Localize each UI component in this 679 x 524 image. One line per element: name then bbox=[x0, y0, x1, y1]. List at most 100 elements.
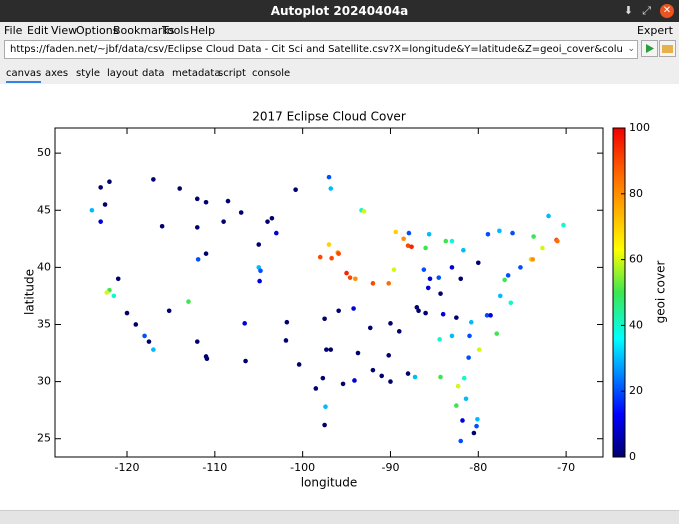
data-point bbox=[328, 186, 334, 191]
colorbar-tick-label: 0 bbox=[629, 450, 636, 463]
data-point bbox=[296, 362, 302, 367]
tab[interactable]: console bbox=[252, 68, 291, 79]
x-axis-label: longitude bbox=[301, 476, 358, 490]
data-point bbox=[426, 231, 432, 237]
data-point bbox=[225, 198, 231, 204]
y-tick-label: 50 bbox=[37, 146, 51, 159]
data-point bbox=[474, 423, 479, 429]
tab[interactable]: layout bbox=[107, 68, 139, 79]
data-point bbox=[510, 230, 515, 236]
data-point bbox=[540, 245, 545, 251]
tab[interactable]: style bbox=[76, 68, 100, 79]
data-point bbox=[177, 186, 183, 191]
data-point bbox=[146, 339, 152, 344]
data-point bbox=[340, 381, 346, 387]
data-point bbox=[427, 276, 433, 282]
data-point bbox=[436, 275, 442, 280]
y-tick-label: 40 bbox=[37, 260, 51, 273]
x-tick-label: -120 bbox=[115, 461, 140, 474]
tab[interactable]: canvas bbox=[6, 68, 42, 83]
canvas: 2017 Eclipse Cloud Cover longitude latit… bbox=[0, 84, 679, 510]
data-point bbox=[438, 374, 443, 380]
data-point bbox=[159, 223, 165, 229]
data-point bbox=[322, 422, 327, 428]
data-point bbox=[414, 305, 420, 310]
x-tick-label: -70 bbox=[557, 461, 575, 474]
data-point bbox=[458, 276, 464, 282]
data-point bbox=[151, 347, 156, 352]
data-point bbox=[405, 243, 411, 248]
data-point bbox=[475, 260, 481, 266]
tab[interactable]: metadata bbox=[172, 68, 221, 79]
data-point bbox=[467, 333, 472, 339]
data-point bbox=[471, 430, 477, 436]
colorbar-label: geoi cover bbox=[654, 261, 668, 324]
menu-item[interactable]: Options bbox=[76, 24, 119, 37]
window-title: Autoplot 20240404a bbox=[270, 4, 409, 18]
data-point bbox=[186, 299, 191, 304]
data-point bbox=[475, 417, 480, 422]
data-point bbox=[370, 281, 376, 286]
minimize-button[interactable]: ⬇ bbox=[623, 4, 633, 17]
menu-item[interactable]: Help bbox=[190, 24, 216, 37]
open-button[interactable] bbox=[659, 40, 676, 57]
menu-item[interactable]: File bbox=[4, 24, 23, 37]
data-point bbox=[412, 374, 418, 380]
menu-item[interactable]: View bbox=[51, 24, 78, 37]
data-point bbox=[256, 242, 262, 247]
address-field[interactable]: https://faden.net/~jbf/data/csv/Eclipse … bbox=[4, 40, 638, 59]
data-point bbox=[367, 325, 373, 331]
data-point bbox=[274, 230, 279, 236]
menu-item[interactable]: Bookmarks bbox=[113, 24, 175, 37]
data-point bbox=[328, 347, 334, 352]
open-icon bbox=[662, 45, 673, 53]
colorbar-tick-label: 20 bbox=[629, 384, 643, 397]
data-point bbox=[468, 319, 474, 325]
close-button[interactable]: ✕ bbox=[660, 4, 674, 18]
data-point bbox=[326, 242, 332, 247]
data-point bbox=[449, 265, 455, 270]
tab[interactable]: data bbox=[142, 68, 165, 79]
x-tick-label: -110 bbox=[202, 461, 227, 474]
menu-item[interactable]: Tools bbox=[162, 24, 190, 37]
data-point bbox=[461, 375, 467, 381]
data-point bbox=[449, 238, 455, 244]
data-point bbox=[243, 358, 248, 364]
data-point bbox=[388, 321, 393, 326]
menu-bar: File Edit View Options Bookmarks Tools Help Exp… bbox=[0, 22, 679, 38]
y-tick-label: 45 bbox=[37, 203, 51, 216]
data-point bbox=[355, 350, 361, 356]
tab[interactable]: script bbox=[218, 68, 246, 79]
menu-item[interactable]: Expert bbox=[636, 24, 673, 37]
y-tick-label: 25 bbox=[37, 432, 51, 445]
data-point bbox=[283, 338, 289, 343]
data-point bbox=[494, 331, 500, 336]
go-button[interactable] bbox=[641, 40, 658, 57]
data-point bbox=[530, 257, 536, 262]
data-point bbox=[323, 404, 328, 410]
tab[interactable]: axes bbox=[45, 68, 69, 79]
colorbar-tick-label: 100 bbox=[629, 121, 650, 134]
dropdown-arrow[interactable]: ⌄ bbox=[627, 44, 635, 54]
menu-item[interactable]: Edit bbox=[27, 24, 49, 37]
data-point bbox=[204, 356, 210, 362]
colorbar-tick-label: 40 bbox=[629, 318, 643, 331]
data-point bbox=[391, 267, 397, 272]
data-point bbox=[111, 293, 117, 299]
chart-title: 2017 Eclipse Cloud Cover bbox=[252, 110, 406, 124]
colorbar bbox=[612, 127, 626, 458]
chart: 2017 Eclipse Cloud Cover longitude latit… bbox=[23, 110, 668, 490]
data-point bbox=[386, 281, 392, 286]
colorbar-tick-label: 60 bbox=[629, 253, 643, 266]
data-point bbox=[401, 236, 406, 242]
data-point bbox=[476, 347, 482, 352]
data-point bbox=[151, 177, 156, 182]
data-point bbox=[396, 329, 402, 334]
data-point bbox=[203, 251, 209, 256]
maximize-button[interactable]: ⤢ bbox=[642, 4, 651, 17]
data-point bbox=[269, 215, 275, 221]
x-tick-label: -90 bbox=[381, 461, 399, 474]
data-point bbox=[258, 268, 263, 274]
data-point bbox=[488, 313, 493, 318]
